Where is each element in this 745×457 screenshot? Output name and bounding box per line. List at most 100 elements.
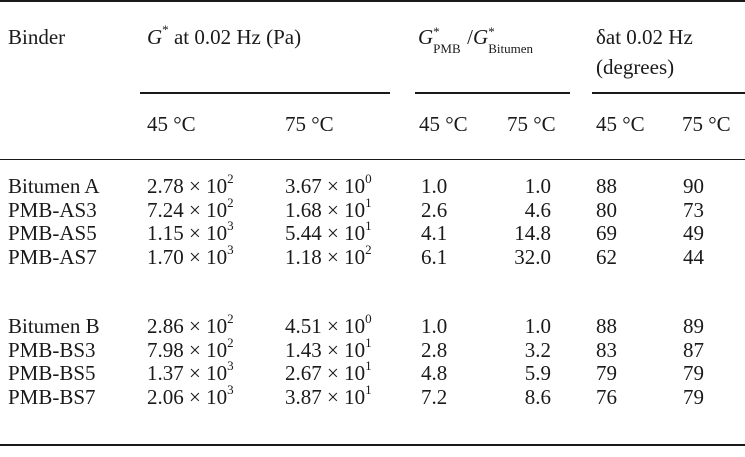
cell-delta-45: 62 <box>596 245 617 269</box>
ratio-slash: / <box>467 25 474 49</box>
ratio-den-scripts: * Bitumen <box>488 25 544 55</box>
cell-g-45: 1.70 × 103 <box>147 243 234 269</box>
cell-delta-45: 69 <box>596 221 617 245</box>
base: 10 <box>206 198 228 222</box>
exponent: 3 <box>227 218 234 234</box>
cell-delta-75: 73 <box>683 198 704 222</box>
base: 10 <box>206 245 228 269</box>
cell-ratio-45: 6.1 <box>421 245 448 269</box>
base: 10 <box>344 338 366 362</box>
cell-binder: PMB-BS7 <box>8 385 96 409</box>
cell-binder: PMB-BS3 <box>8 338 96 362</box>
times-sign: × <box>183 245 207 269</box>
cell-delta-75: 44 <box>683 245 704 269</box>
ratio-num-sub: PMB <box>433 41 461 56</box>
subheader-g45: 45 °C <box>147 112 196 136</box>
times-sign: × <box>321 198 345 222</box>
base: 10 <box>344 385 366 409</box>
cell-g-45: 7.98 × 102 <box>147 336 234 362</box>
exponent: 1 <box>365 335 372 351</box>
cell-ratio-45: 1.0 <box>421 174 448 198</box>
cell-ratio-75: 3.2 <box>524 338 551 362</box>
times-sign: × <box>183 361 207 385</box>
header-delta-line2: (degrees) <box>596 55 675 79</box>
times-sign: × <box>183 221 207 245</box>
cell-g-75: 1.68 × 101 <box>285 196 372 222</box>
exponent: 2 <box>227 171 234 187</box>
mantissa: 2.86 <box>147 314 184 338</box>
times-sign: × <box>183 314 207 338</box>
times-sign: × <box>183 385 207 409</box>
cell-ratio-45: 4.8 <box>421 361 448 385</box>
times-sign: × <box>321 245 345 269</box>
cell-delta-75: 90 <box>683 174 704 198</box>
cell-ratio-75: 1.0 <box>524 314 551 338</box>
base: 10 <box>206 221 228 245</box>
cell-g-45: 1.15 × 103 <box>147 219 234 245</box>
mantissa: 5.44 <box>285 221 322 245</box>
mantissa: 4.51 <box>285 314 322 338</box>
mantissa: 1.18 <box>285 245 322 269</box>
cell-ratio-45: 2.6 <box>421 198 448 222</box>
header-binder: Binder <box>8 25 66 49</box>
base: 10 <box>344 198 366 222</box>
ratio-den-sub: Bitumen <box>488 41 533 56</box>
cell-g-75: 4.51 × 100 <box>285 312 372 338</box>
star-sup: * <box>162 22 169 38</box>
mantissa: 1.68 <box>285 198 322 222</box>
cell-ratio-75: 8.6 <box>524 385 551 409</box>
cell-binder: PMB-AS3 <box>8 198 97 222</box>
times-sign: × <box>321 385 345 409</box>
cell-ratio-45: 2.8 <box>421 338 448 362</box>
exponent: 2 <box>365 242 372 258</box>
mantissa: 3.87 <box>285 385 322 409</box>
ratio-num-scripts: * PMB <box>433 25 467 55</box>
exponent: 1 <box>365 358 372 374</box>
cell-ratio-45: 4.1 <box>421 221 448 245</box>
ratio-group-rule <box>415 92 570 94</box>
cell-binder: Bitumen A <box>8 174 100 198</box>
cell-binder: PMB-AS7 <box>8 245 97 269</box>
cell-delta-45: 79 <box>596 361 617 385</box>
cell-delta-75: 49 <box>683 221 704 245</box>
base: 10 <box>344 314 366 338</box>
cell-delta-75: 87 <box>683 338 704 362</box>
mantissa: 7.24 <box>147 198 184 222</box>
cell-g-75: 2.67 × 101 <box>285 359 372 385</box>
base: 10 <box>344 361 366 385</box>
cell-g-75: 5.44 × 101 <box>285 219 372 245</box>
mantissa: 1.70 <box>147 245 184 269</box>
times-sign: × <box>183 174 207 198</box>
mantissa: 2.78 <box>147 174 184 198</box>
cell-g-75: 3.87 × 101 <box>285 383 372 409</box>
delta-group-rule <box>592 92 745 94</box>
exponent: 1 <box>365 382 372 398</box>
exponent: 2 <box>227 195 234 211</box>
subheader-g75: 75 °C <box>285 112 334 136</box>
cell-ratio-75: 5.9 <box>524 361 551 385</box>
mantissa: 7.98 <box>147 338 184 362</box>
cell-binder: PMB-BS5 <box>8 361 96 385</box>
base: 10 <box>206 361 228 385</box>
times-sign: × <box>321 221 345 245</box>
g-star-rest: at 0.02 Hz (Pa) <box>168 25 302 49</box>
cell-binder: Bitumen B <box>8 314 100 338</box>
cell-ratio-75: 4.6 <box>524 198 551 222</box>
times-sign: × <box>321 314 345 338</box>
cell-delta-75: 79 <box>683 385 704 409</box>
times-sign: × <box>321 338 345 362</box>
mantissa: 3.67 <box>285 174 322 198</box>
cell-g-45: 2.06 × 103 <box>147 383 234 409</box>
bottom-rule <box>0 444 745 446</box>
exponent: 0 <box>365 171 372 187</box>
cell-ratio-75: 1.0 <box>524 174 551 198</box>
subheader-d45: 45 °C <box>596 112 645 136</box>
base: 10 <box>206 385 228 409</box>
cell-g-75: 1.18 × 102 <box>285 243 372 269</box>
cell-g-45: 2.78 × 102 <box>147 172 234 198</box>
cell-ratio-45: 1.0 <box>421 314 448 338</box>
cell-g-75: 1.43 × 101 <box>285 336 372 362</box>
exponent: 2 <box>227 311 234 327</box>
base: 10 <box>344 245 366 269</box>
mantissa: 1.15 <box>147 221 184 245</box>
